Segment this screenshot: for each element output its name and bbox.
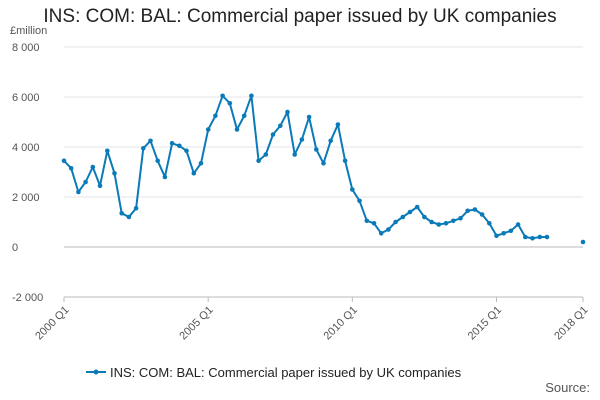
x-tick-label: 2010 Q1	[322, 304, 360, 342]
data-point[interactable]	[378, 231, 384, 236]
data-point[interactable]	[328, 138, 334, 144]
data-point[interactable]	[443, 221, 449, 226]
data-point[interactable]	[386, 227, 391, 232]
legend-marker-swatch	[93, 369, 99, 375]
data-point[interactable]	[580, 239, 586, 245]
data-point[interactable]	[177, 143, 182, 149]
data-point[interactable]	[458, 216, 463, 221]
data-point[interactable]	[61, 158, 67, 164]
legend[interactable]: INS: COM: BAL: Commercial paper issued b…	[86, 365, 462, 380]
data-point[interactable]	[191, 171, 197, 176]
data-point[interactable]	[227, 101, 233, 106]
data-point[interactable]	[292, 152, 298, 157]
y-tick-label: 8 000	[12, 42, 40, 54]
data-point[interactable]	[314, 147, 319, 152]
y-axis-label: £million	[10, 25, 47, 37]
data-point[interactable]	[472, 207, 478, 212]
data-point[interactable]	[321, 161, 326, 166]
data-point[interactable]	[133, 206, 139, 211]
data-point[interactable]	[515, 222, 521, 227]
data-point[interactable]	[198, 161, 204, 166]
data-point[interactable]	[523, 234, 528, 240]
data-point[interactable]	[256, 158, 261, 164]
data-point[interactable]	[414, 204, 420, 210]
data-point[interactable]	[184, 148, 189, 154]
data-point[interactable]	[205, 127, 211, 132]
data-point[interactable]	[155, 158, 160, 164]
x-tick-label: 2015 Q1	[466, 304, 504, 342]
data-point[interactable]	[436, 222, 442, 227]
data-point[interactable]	[112, 171, 117, 176]
data-point[interactable]	[220, 93, 225, 99]
x-tick-label: 2005 Q1	[177, 304, 215, 342]
data-point[interactable]	[241, 113, 247, 119]
data-point[interactable]	[270, 132, 276, 137]
series-line	[64, 96, 583, 242]
data-point[interactable]	[508, 228, 514, 234]
data-point[interactable]	[393, 219, 398, 225]
data-point[interactable]	[148, 138, 153, 144]
source-label: Source:	[545, 380, 590, 395]
data-point[interactable]	[299, 137, 305, 142]
data-point[interactable]	[451, 218, 456, 224]
y-tick-label: 6 000	[12, 92, 40, 104]
data-point[interactable]	[422, 214, 427, 220]
data-point[interactable]	[68, 166, 74, 171]
data-point[interactable]	[213, 113, 218, 119]
x-tick-label: 2018 Q1	[552, 304, 590, 342]
data-point[interactable]	[249, 93, 254, 99]
data-point[interactable]	[494, 233, 499, 239]
data-point[interactable]	[234, 127, 240, 132]
data-point[interactable]	[90, 164, 96, 170]
data-point[interactable]	[350, 187, 355, 192]
data-point[interactable]	[357, 198, 362, 204]
data-point[interactable]	[364, 218, 370, 224]
data-point[interactable]	[263, 152, 269, 157]
legend-label: INS: COM: BAL: Commercial paper issued b…	[110, 365, 462, 380]
data-point[interactable]	[169, 141, 175, 146]
data-point[interactable]	[335, 122, 341, 127]
data-point[interactable]	[501, 231, 507, 236]
data-point[interactable]	[119, 211, 124, 216]
data-point[interactable]	[407, 209, 413, 215]
y-tick-label: 2 000	[12, 192, 40, 204]
series-layer	[61, 93, 586, 245]
data-point[interactable]	[97, 183, 103, 189]
y-tick-label: 4 000	[12, 142, 40, 154]
data-point[interactable]	[429, 219, 434, 225]
y-tick-label: -2 000	[12, 292, 43, 304]
chart-title: INS: COM: BAL: Commercial paper issued b…	[43, 6, 557, 27]
data-point[interactable]	[126, 214, 132, 220]
x-tick-label: 2000 Q1	[33, 304, 71, 342]
data-point[interactable]	[306, 114, 312, 120]
data-point[interactable]	[479, 212, 485, 217]
data-point[interactable]	[141, 146, 146, 151]
gridlines	[64, 46, 583, 298]
data-point[interactable]	[83, 179, 88, 185]
data-point[interactable]	[537, 234, 543, 240]
data-point[interactable]	[105, 148, 110, 154]
data-point[interactable]	[162, 174, 168, 180]
y-tick-label: 0	[12, 242, 18, 254]
data-point[interactable]	[342, 158, 348, 164]
data-point[interactable]	[76, 189, 81, 195]
data-point[interactable]	[530, 236, 535, 241]
data-point[interactable]	[371, 221, 377, 226]
data-point[interactable]	[487, 221, 492, 226]
data-point[interactable]	[544, 234, 550, 240]
data-point[interactable]	[400, 214, 406, 220]
data-point[interactable]	[285, 109, 290, 115]
axes: -2 000 0 2 000 4 000 6 000 8 000 £million 2000 …	[10, 25, 591, 342]
data-point[interactable]	[278, 123, 283, 129]
data-point[interactable]	[465, 208, 471, 214]
